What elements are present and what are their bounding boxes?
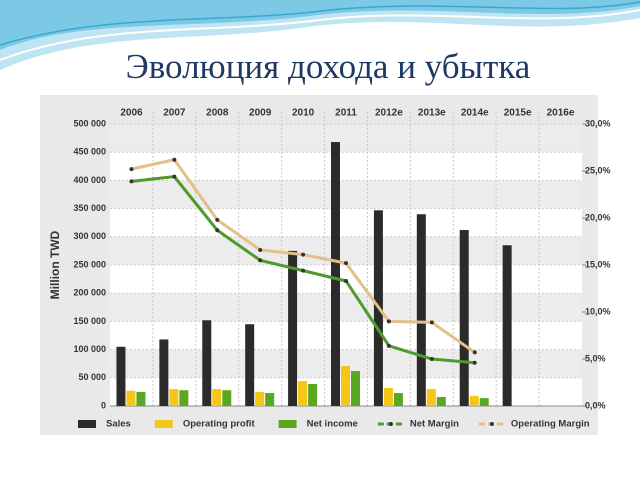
- legend-label: Operating profit: [183, 419, 256, 430]
- y2-tick-label: 0,0%: [585, 400, 606, 410]
- decor-waves: [0, 0, 640, 70]
- line-marker: [129, 167, 134, 172]
- bar: [179, 390, 189, 406]
- x-tick-label: 2009: [249, 108, 272, 119]
- x-tick-label: 2013e: [418, 108, 446, 119]
- bar: [212, 389, 222, 406]
- line-marker: [472, 350, 477, 355]
- y-tick-label: 450 000: [73, 147, 106, 157]
- line-marker: [172, 157, 177, 162]
- line-marker: [344, 278, 348, 283]
- bar: [436, 396, 446, 406]
- y-tick-label: 0: [101, 400, 106, 410]
- line-marker: [386, 319, 391, 324]
- y-tick-label: 350 000: [73, 203, 106, 213]
- y-tick-label: 50 000: [78, 372, 106, 382]
- bar: [222, 390, 232, 406]
- y2-tick-label: 10,0%: [585, 306, 611, 316]
- slide-title: Эволюция дохода и убытка: [126, 47, 531, 86]
- y2-tick-label: 30,0%: [585, 118, 611, 128]
- y-tick-label: 150 000: [73, 316, 106, 326]
- bar: [416, 214, 426, 406]
- bar: [459, 230, 469, 406]
- grid-stripe: [110, 124, 582, 153]
- bar: [116, 346, 126, 406]
- y2-tick-label: 25,0%: [585, 165, 611, 175]
- y-axis-label: Million TWD: [48, 230, 62, 299]
- legend-swatch: [78, 420, 96, 428]
- y-tick-label: 400 000: [73, 175, 106, 185]
- legend-swatch-marker: [388, 422, 393, 426]
- bar: [351, 371, 360, 406]
- bar: [265, 393, 275, 406]
- bar: [136, 391, 146, 406]
- bar: [202, 320, 212, 406]
- bar: [426, 389, 436, 406]
- legend-swatch: [278, 420, 297, 428]
- bar: [479, 398, 489, 406]
- y2-tick-label: 5,0%: [585, 353, 606, 363]
- y-tick-label: 300 000: [73, 231, 106, 241]
- legend-label: Operating Margin: [511, 419, 590, 430]
- x-tick-label: 2011: [335, 108, 357, 119]
- bar: [331, 142, 340, 406]
- bar: [383, 387, 393, 406]
- line-marker: [386, 343, 391, 348]
- bar: [126, 390, 136, 406]
- legend-label: Sales: [106, 419, 131, 430]
- x-tick-label: 2016e: [547, 108, 575, 119]
- y2-tick-label: 20,0%: [585, 212, 611, 222]
- line-marker: [301, 252, 306, 257]
- line-marker: [344, 261, 348, 266]
- x-tick-label: 2015e: [504, 108, 532, 119]
- legend-swatch: [154, 420, 173, 428]
- x-tick-label: 2008: [206, 108, 229, 119]
- bar: [393, 393, 403, 406]
- legend-swatch-marker: [489, 422, 494, 426]
- bar: [341, 365, 350, 406]
- bar: [245, 324, 255, 406]
- bar: [255, 391, 265, 406]
- x-tick-label: 2007: [163, 108, 186, 119]
- line-marker: [429, 357, 434, 361]
- bar: [288, 250, 298, 406]
- bar: [169, 389, 179, 406]
- line-marker: [215, 217, 220, 222]
- legend-label: Net Margin: [410, 419, 459, 430]
- line-marker: [301, 268, 306, 273]
- y-tick-label: 250 000: [73, 259, 106, 269]
- y-tick-label: 500 000: [73, 118, 106, 128]
- y-tick-label: 100 000: [73, 344, 106, 354]
- x-tick-label: 2014e: [461, 108, 489, 119]
- line-marker: [258, 247, 263, 252]
- x-tick-label: 2012e: [375, 108, 403, 119]
- legend-label: Net income: [307, 419, 358, 430]
- x-tick-label: 2010: [292, 108, 315, 119]
- line-marker: [215, 228, 220, 233]
- x-tick-label: 2006: [120, 108, 143, 119]
- bar: [159, 339, 169, 406]
- y-tick-label: 200 000: [73, 288, 106, 298]
- bar: [502, 245, 512, 406]
- line-marker: [258, 258, 263, 263]
- line-marker: [429, 320, 434, 325]
- bar: [298, 381, 308, 406]
- bar: [308, 384, 318, 406]
- line-marker: [129, 179, 134, 184]
- line-marker: [472, 360, 477, 365]
- bar: [469, 395, 479, 406]
- y2-tick-label: 15,0%: [585, 259, 611, 269]
- line-marker: [172, 174, 177, 179]
